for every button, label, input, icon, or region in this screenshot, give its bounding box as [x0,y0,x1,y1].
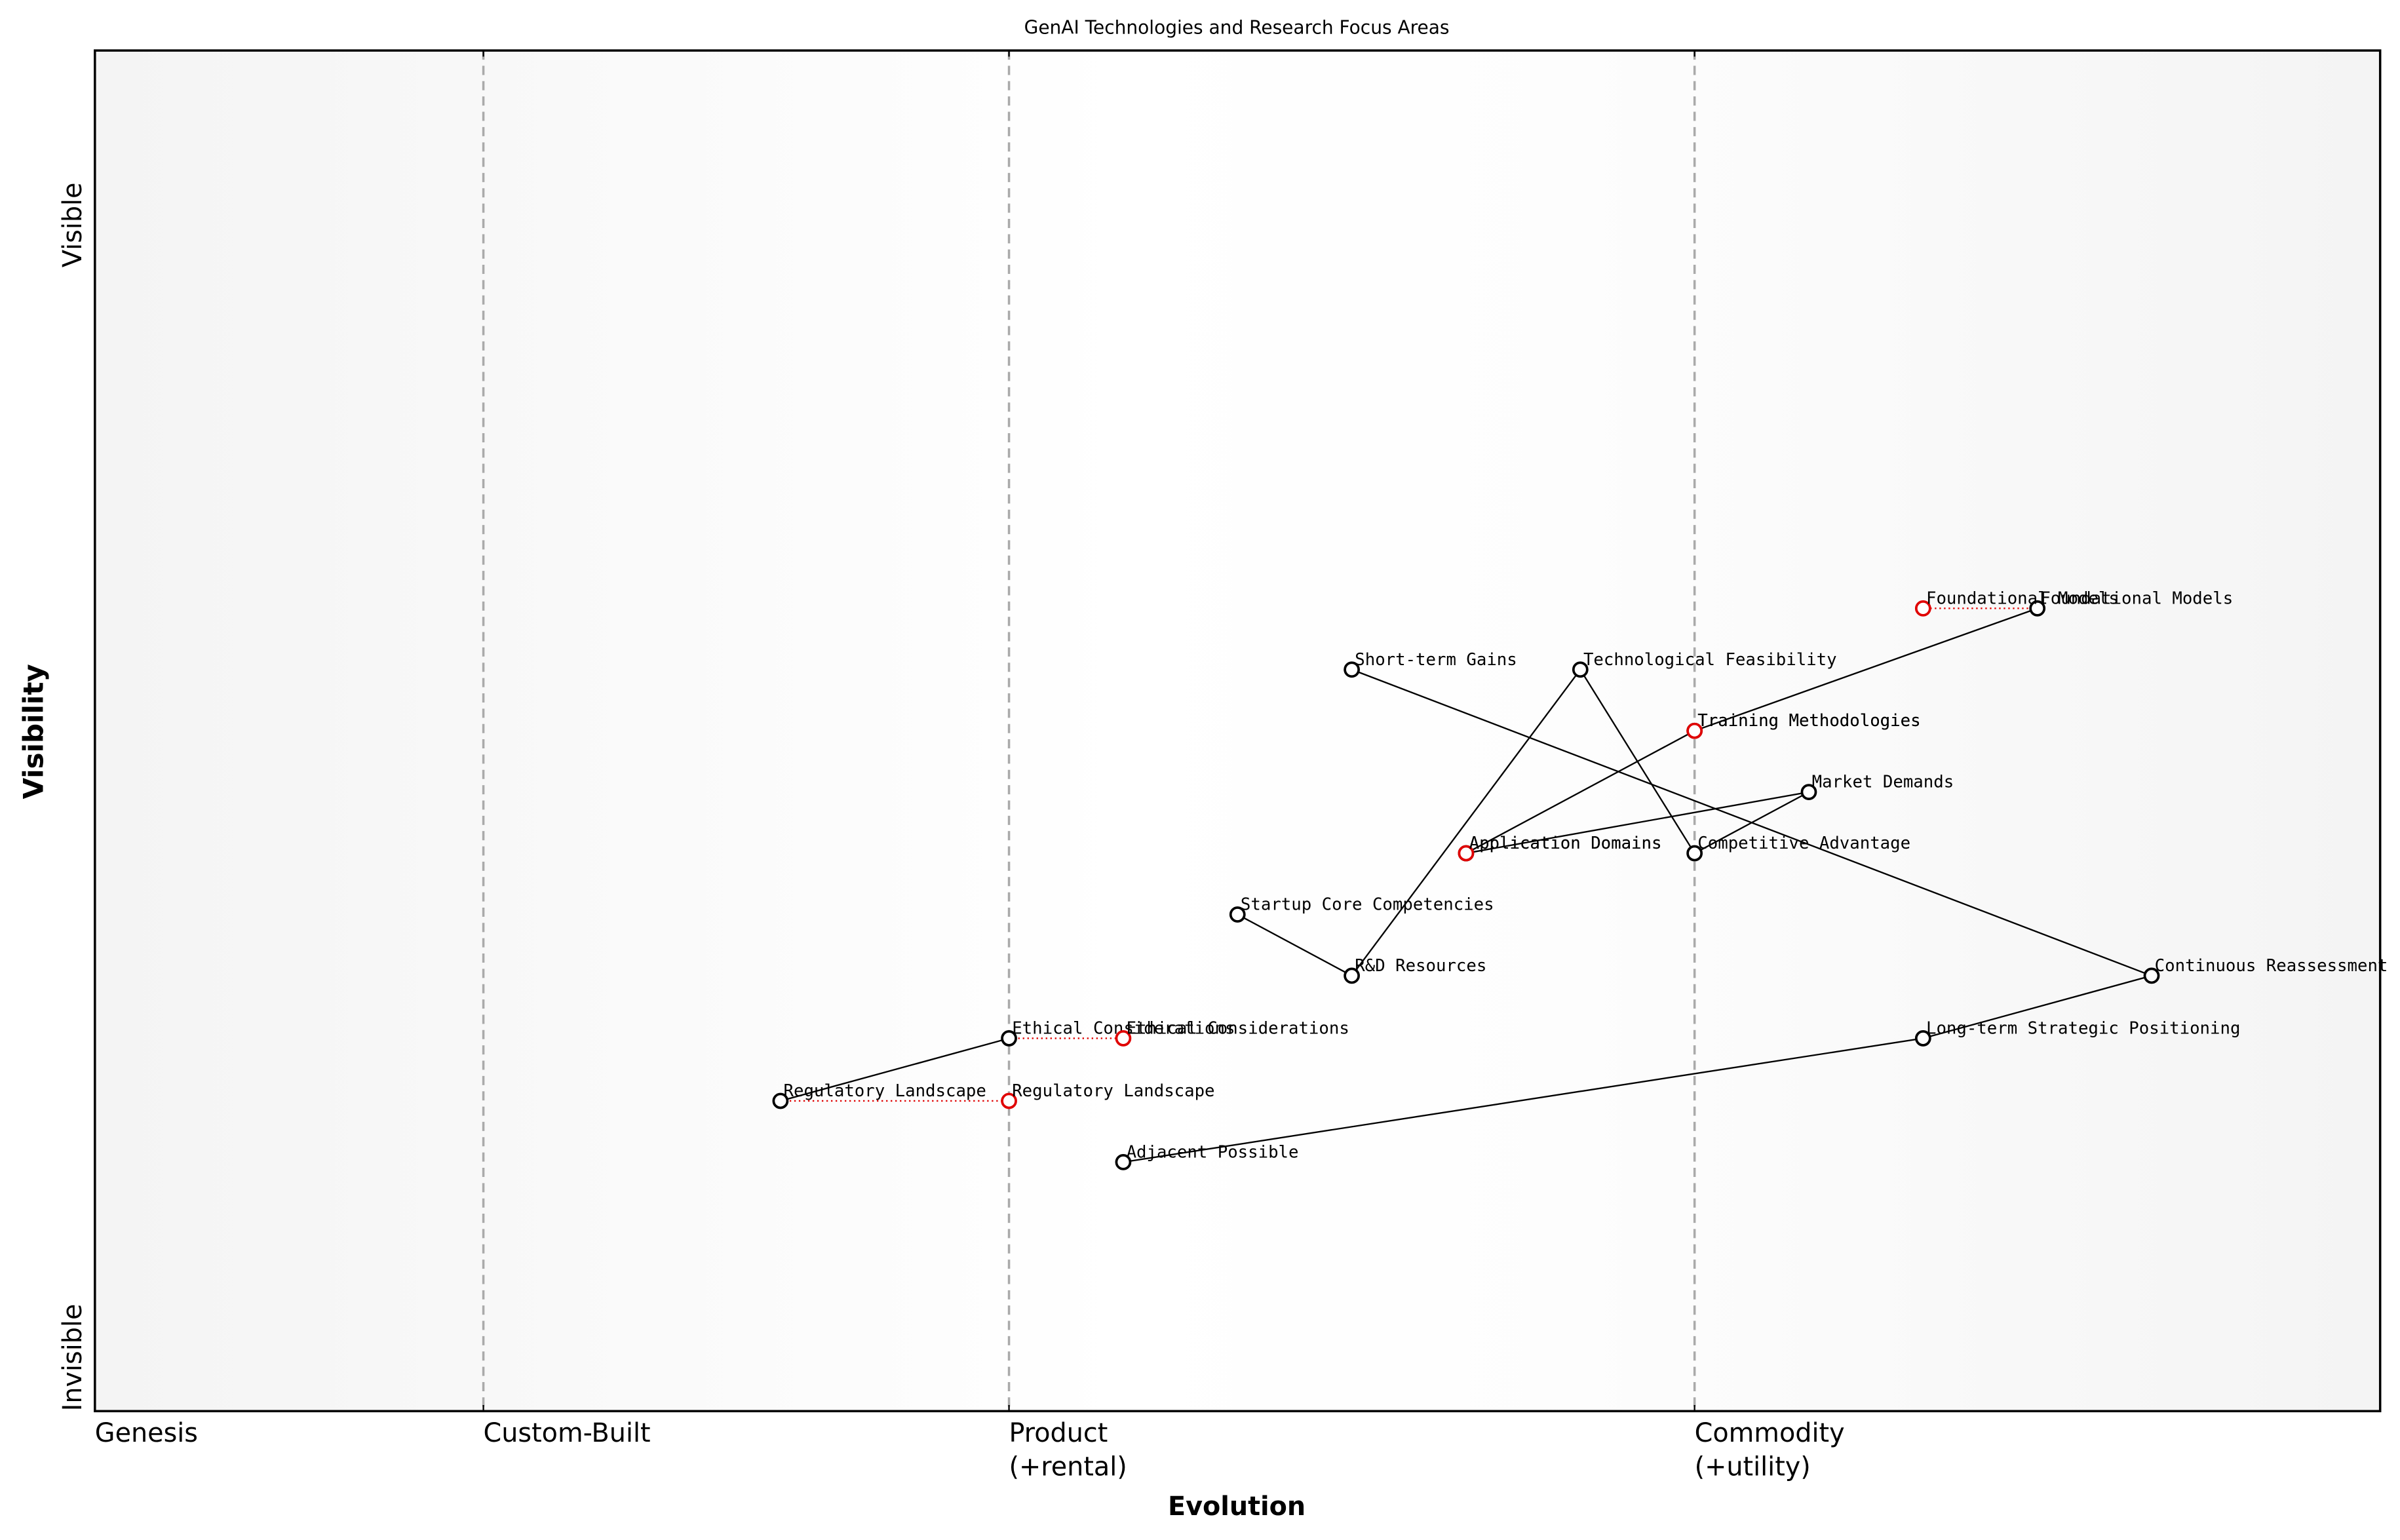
link [1694,607,2038,732]
stage-label: Custom-Built [483,1419,651,1450]
component [1229,906,1246,923]
component-label: Regulatory Landscape [784,1081,986,1101]
link [1694,791,1810,855]
evolved-label: Application Domains [1469,834,1662,853]
evolved-label: Foundational Models [1926,588,2119,608]
stage-label: Commodity (+utility) [1694,1419,1845,1484]
plot-background [94,50,2380,1412]
component-label: Foundational Models [2040,588,2233,608]
x-axis-title: Evolution [1168,1492,1306,1522]
component-label: Market Demands [1812,773,1954,792]
link [780,1037,1009,1102]
stage-label: Genesis [94,1419,199,1450]
component-label: Application Domains [1469,834,1662,853]
component [1344,661,1360,678]
chart-title: GenAI Technologies and Research Focus Ar… [1024,16,1450,38]
plot-frame [94,49,2382,1413]
component-label: Competitive Advantage [1697,834,1910,853]
component [1914,1030,1931,1047]
component [1115,1153,1132,1170]
component [1686,845,1703,862]
link [1465,791,1810,855]
evolved-component [1686,722,1703,739]
component-label: Technological Feasibility [1583,650,1837,670]
link [1351,669,1581,976]
component-label: Adjacent Possible [1127,1142,1299,1162]
evolved-label: Training Methodologies [1697,711,1920,731]
component [1001,1030,1017,1047]
y-axis-title: Visibility [17,664,49,799]
y-bottom-label: Invisible [58,1304,88,1412]
link [1465,730,1695,855]
evolved-component [1115,1030,1132,1047]
link [1123,1037,1924,1163]
component [1572,661,1589,678]
component [2029,600,2046,617]
component-label: Long-term Strategic Positioning [1926,1018,2240,1038]
component-label: Training Methodologies [1697,711,1920,731]
link [1923,974,2152,1039]
link [1237,914,1353,976]
component-label: R&D Resources [1355,956,1486,976]
component [1800,784,1817,801]
evolved-label: Regulatory Landscape [1012,1081,1214,1101]
stage-label: Product (+rental) [1009,1419,1127,1484]
component-label: Startup Core Competencies [1241,895,1494,914]
component-label: Continuous Reassessment [2155,956,2388,976]
evolved-component [1001,1092,1017,1109]
component [2143,967,2160,984]
y-top-label: Visible [58,182,88,267]
evolved-label: Ethical Considerations [1127,1018,1349,1038]
component [772,1092,789,1109]
component-label: Short-term Gains [1355,650,1517,670]
evolved-component [1914,600,1931,617]
component [1344,967,1360,984]
evolved-component [1458,845,1475,862]
